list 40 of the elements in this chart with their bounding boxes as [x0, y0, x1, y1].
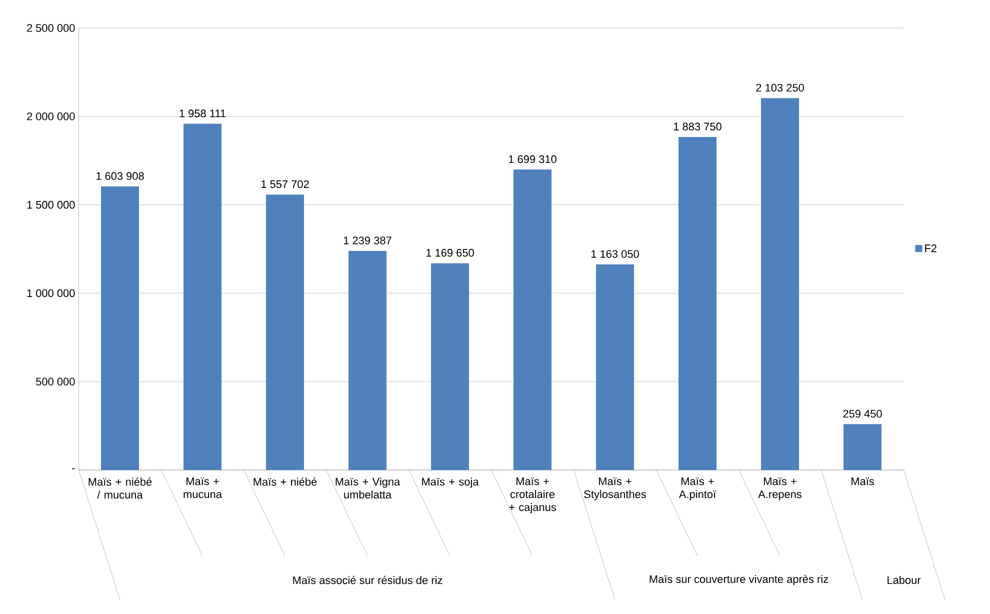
text: Labour: [888, 576, 921, 584]
x-tick-label: Maïs + soja: [422, 478, 479, 488]
bar: [184, 124, 222, 470]
y-tick-label: 2 000 000: [27, 112, 75, 120]
data-label: 1 958 111: [180, 110, 226, 118]
bar: [266, 194, 304, 470]
data-label: 1 699 310: [508, 155, 556, 164]
bar: [431, 263, 470, 470]
x-tick-label: Maïs + Stylosanthes: [584, 478, 646, 500]
bar: [348, 250, 387, 470]
bar: [678, 136, 717, 470]
y-tick-label: 1 000 000: [27, 289, 75, 298]
data-label: 1 557 702: [261, 180, 309, 188]
x-tick-label: Maïs: [852, 478, 874, 486]
bar: [514, 170, 552, 470]
bar: [761, 98, 800, 470]
text: Maïs associé sur résidus de riz: [293, 576, 442, 584]
x-tick-label: Maïs + crotalaire + cajanus: [509, 478, 556, 514]
data-label: 1 883 750: [674, 122, 722, 130]
x-tick-label: Maïs + niébé / mucuna: [88, 478, 152, 499]
y-tick-label: 1 500 000: [27, 200, 75, 209]
data-label: 259 450: [843, 410, 882, 418]
x-tick-label: Maïs + A.pintoï: [678, 478, 716, 500]
x-tick-label: Maïs + mucuna: [184, 478, 222, 498]
bar: [101, 186, 139, 470]
data-label: 1 169 650: [426, 248, 474, 257]
data-label: 1 163 050: [591, 250, 639, 258]
data-label: 1 239 387: [344, 236, 392, 244]
text: Maïs sur couverture vivante après riz: [650, 574, 828, 586]
y-tick-label: 500 000: [36, 378, 75, 386]
y-tick-label: 2 500 000: [27, 24, 75, 32]
data-label: 1 603 908: [96, 172, 144, 180]
legend-label: F2: [925, 244, 936, 252]
data-label: 2 103 250: [756, 84, 804, 92]
bar: [596, 264, 634, 470]
x-tick-label: Maïs + Vigna umbelatta: [336, 478, 400, 499]
x-tick-label: Maïs + A.repens: [758, 478, 802, 500]
bar: [844, 424, 882, 470]
y-tick-label: -: [72, 468, 75, 470]
x-tick-label: Maïs + niébé: [254, 478, 317, 486]
